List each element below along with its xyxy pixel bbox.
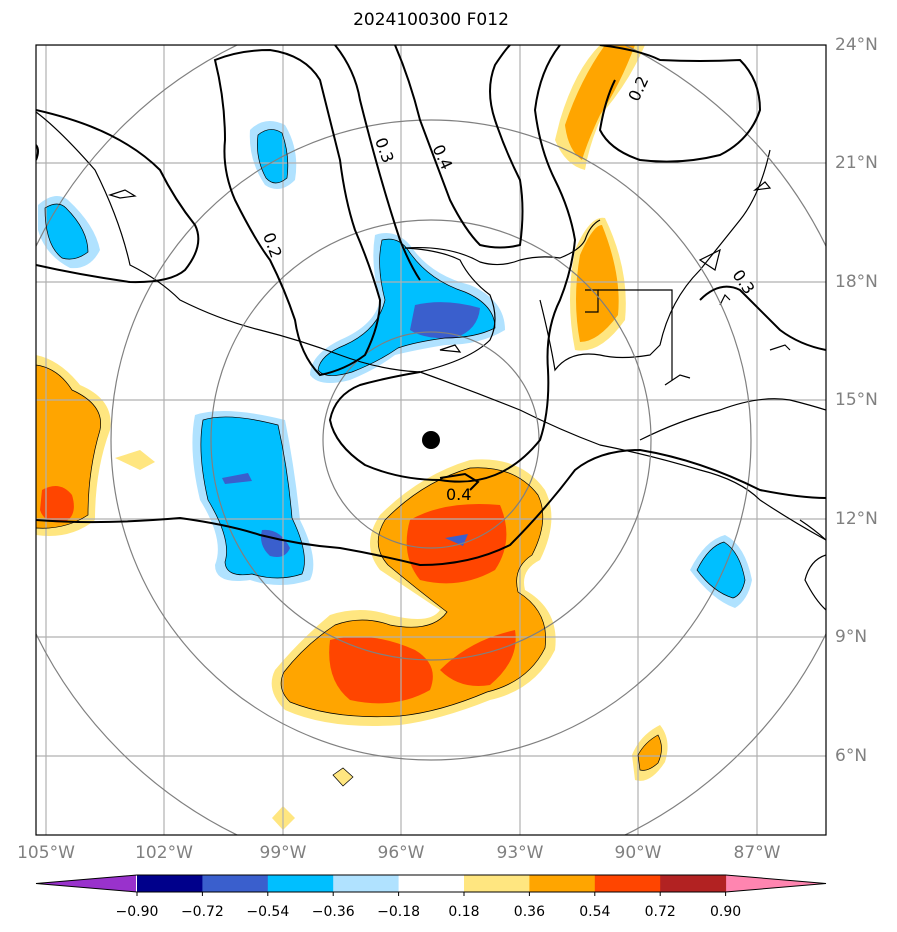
contour-label: 0.3 <box>728 266 758 298</box>
colorbar-tick-label: −0.72 <box>180 904 224 920</box>
negative-anomaly-region <box>410 302 480 339</box>
negative-anomaly-region <box>222 473 252 484</box>
contour-label: 0.4 <box>446 485 471 504</box>
positive-anomaly-region <box>565 45 635 160</box>
lat-label-6n: 6°N <box>835 746 868 766</box>
colorbar <box>35 874 827 896</box>
positive-anomaly-region <box>576 225 619 342</box>
negative-anomaly-region <box>697 542 745 598</box>
positive-anomaly-region <box>329 636 433 704</box>
colorbar-bin <box>398 875 465 892</box>
contour-label: 0.2 <box>259 230 286 260</box>
colorbar-tick-label: −0.18 <box>377 904 421 920</box>
lon-label-87w: 87°W <box>733 843 781 863</box>
lon-label-93w: 93°W <box>496 843 544 863</box>
positive-anomaly-region <box>638 735 662 771</box>
contour-label: 0.2 <box>624 73 652 104</box>
colorbar-bin <box>333 875 400 892</box>
contour-lines <box>36 45 826 567</box>
positive-anomaly-region <box>406 504 507 584</box>
colorbar-bin <box>202 875 269 892</box>
colorbar-bin <box>137 875 203 892</box>
colorbar-tick-label: 0.72 <box>644 904 676 920</box>
lon-label-99w: 99°W <box>259 843 307 863</box>
colorbar-tick-label: −0.36 <box>311 904 355 920</box>
coastlines <box>36 111 826 611</box>
positive-anomaly-region <box>40 486 74 523</box>
negative-anomaly-region <box>257 129 288 183</box>
colorbar-tick-label: 0.18 <box>448 904 480 920</box>
colorbar-bin <box>267 875 334 892</box>
positive-anomaly-region <box>115 450 155 470</box>
positive-anomaly-region <box>440 630 516 686</box>
colorbar-tick-label: 0.54 <box>579 904 611 920</box>
lat-label-18n: 18°N <box>835 272 878 292</box>
colorbar-bin <box>464 875 530 892</box>
colorbar-extend-high <box>726 875 826 892</box>
lat-label-12n: 12°N <box>835 509 878 529</box>
lat-label-9n: 9°N <box>835 627 868 647</box>
colorbar-tick-label: −0.90 <box>115 904 159 920</box>
colorbar-bin <box>594 875 661 892</box>
map-title: 2024100300 F012 <box>353 10 509 30</box>
colorbar-bin <box>660 875 727 892</box>
lon-label-96w: 96°W <box>377 843 425 863</box>
positive-anomaly-region <box>333 768 353 786</box>
lon-label-105w: 105°W <box>17 843 75 863</box>
lat-label-15n: 15°N <box>835 390 878 410</box>
storm-center-marker <box>422 431 440 449</box>
lon-label-90w: 90°W <box>614 843 662 863</box>
map-frame <box>35 44 827 836</box>
colorbar-extend-low <box>36 875 136 892</box>
lon-label-102w: 102°W <box>135 843 193 863</box>
colorbar-tick-label: −0.54 <box>246 904 290 920</box>
colorbar-tick-label: 0.36 <box>513 904 545 920</box>
negative-anomaly-region <box>45 204 88 260</box>
colorbar-bin <box>529 875 596 892</box>
lat-label-24n: 24°N <box>835 35 878 55</box>
contour-label: 0.4 <box>428 142 456 173</box>
colorbar-tick-label: 0.90 <box>710 904 742 920</box>
lat-label-21n: 21°N <box>835 153 878 173</box>
negative-anomaly-region <box>318 239 495 376</box>
